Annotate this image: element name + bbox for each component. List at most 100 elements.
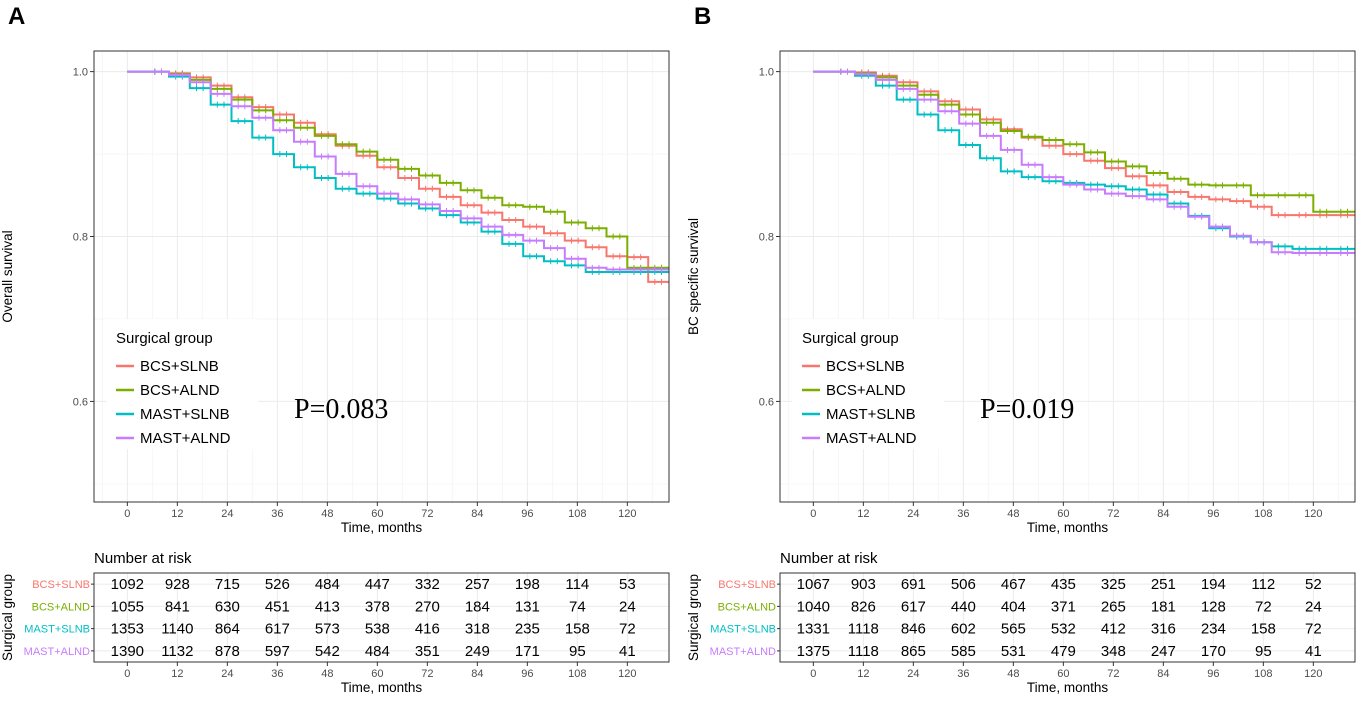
risk-count: 532 [1051,621,1076,638]
risk-count: 170 [1201,643,1226,660]
x-tick-label: 60 [1057,508,1069,520]
risk-table: Number at risk BCS+SLNB 1067 903 691 506 467 43… [686,550,1356,695]
risk-count: 1118 [848,643,879,660]
plot-border [779,50,1356,503]
survival-curve-bcs-alnd [127,70,669,269]
legend-label-mast-slnb: MAST+SLNB [140,406,230,423]
risk-count: 826 [851,598,876,615]
risk-count: 413 [315,598,340,615]
risk-count: 484 [315,576,340,593]
risk-count: 378 [365,598,390,615]
legend-label-bcs-alnd: BCS+ALND [140,382,220,399]
legend-label-mast-slnb: MAST+SLNB [826,406,916,423]
series-mast-slnb [127,68,669,275]
y-tick-label: 0.6 [73,396,88,408]
risk-count: 878 [215,643,240,660]
risk-count: 270 [415,598,440,615]
risk-count: 72 [1255,598,1272,615]
legend-title: Surgical group [802,330,899,347]
p-value: P=0.083 [294,394,388,425]
risk-count: 1331 [797,621,830,638]
risk-x-tick-label: 72 [421,668,433,680]
y-tick-label: 0.8 [759,232,774,244]
risk-count: 257 [465,576,490,593]
risk-row-label-mast-alnd: MAST+ALND [24,646,90,658]
risk-count: 325 [1101,576,1126,593]
risk-count: 181 [1151,598,1176,615]
y-tick-label: 0.6 [759,396,774,408]
risk-count: 316 [1151,621,1176,638]
x-tick-label: 72 [421,508,433,520]
panel-letter: A [8,3,25,30]
risk-count: 526 [265,576,290,593]
risk-x-tick-label: 0 [124,668,130,680]
risk-count: 247 [1151,643,1176,660]
risk-count: 52 [1305,576,1322,593]
risk-count: 72 [1305,621,1322,638]
risk-count: 1067 [797,576,830,593]
risk-count: 467 [1001,576,1026,593]
risk-x-tick-label: 84 [471,668,483,680]
legend-label-mast-alnd: MAST+ALND [140,430,231,447]
risk-count: 1390 [111,643,144,660]
risk-y-axis-title: Surgical group [686,574,701,661]
y-axis-title: BC specific survival [686,218,701,335]
x-tick-label: 0 [124,508,130,520]
x-tick-label: 84 [471,508,483,520]
risk-count: 1375 [797,643,830,660]
risk-table-border [779,572,1356,663]
risk-count: 194 [1201,576,1226,593]
risk-count: 249 [465,643,490,660]
risk-count: 479 [1051,643,1076,660]
risk-count: 53 [619,576,636,593]
survival-curve-mast-slnb [127,70,669,273]
risk-x-tick-label: 24 [221,668,233,680]
risk-x-tick-label: 84 [1157,668,1169,680]
risk-table-border [93,572,670,663]
risk-row-label-bcs-slnb: BCS+SLNB [32,579,90,591]
x-tick-label: 12 [171,508,183,520]
risk-count: 865 [901,643,926,660]
risk-count: 506 [951,576,976,593]
risk-count: 416 [415,621,440,638]
risk-count: 332 [415,576,440,593]
plot-border [93,50,670,503]
risk-count: 235 [515,621,540,638]
risk-x-tick-label: 60 [371,668,383,680]
x-tick-label: 36 [271,508,283,520]
risk-count: 24 [1305,598,1322,615]
x-tick-label: 120 [1304,508,1322,520]
risk-count: 1092 [111,576,144,593]
risk-x-tick-label: 72 [1107,668,1119,680]
x-tick-label: 108 [568,508,586,520]
risk-count: 691 [901,576,926,593]
risk-count: 542 [315,643,340,660]
risk-count: 447 [365,576,390,593]
risk-count: 95 [569,643,586,660]
risk-x-tick-label: 0 [810,668,816,680]
risk-count: 1118 [848,621,879,638]
panel-letter: B [694,3,711,30]
x-axis-title: Time, months [1027,520,1109,535]
risk-count: 251 [1151,576,1176,593]
risk-count: 484 [365,643,390,660]
risk-count: 171 [515,643,540,660]
risk-x-tick-label: 48 [1007,668,1019,680]
risk-x-tick-label: 120 [618,668,636,680]
risk-x-tick-label: 36 [957,668,969,680]
x-tick-label: 48 [321,508,333,520]
risk-count: 715 [215,576,240,593]
risk-count: 1055 [111,598,144,615]
risk-count: 265 [1101,598,1126,615]
risk-count: 24 [619,598,636,615]
risk-count: 841 [165,598,190,615]
survival-curve-mast-alnd [127,70,669,271]
risk-count: 404 [1001,598,1026,615]
risk-x-tick-label: 96 [521,668,533,680]
risk-x-tick-label: 12 [857,668,869,680]
risk-x-axis-title: Time, months [1027,680,1109,695]
x-tick-label: 60 [371,508,383,520]
risk-row-label-mast-slnb: MAST+SLNB [24,624,90,636]
